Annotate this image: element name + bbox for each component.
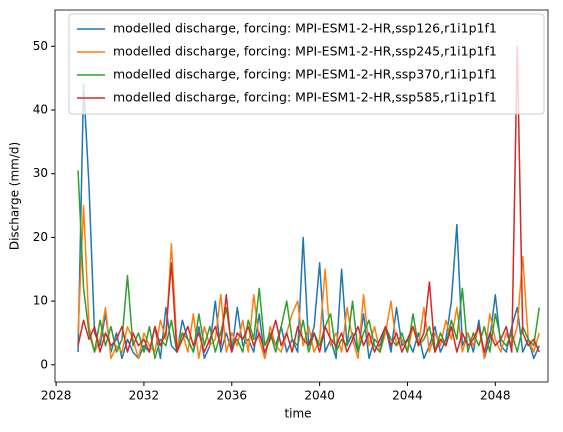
legend-label: modelled discharge, forcing: MPI-ESM1-2-… [113,44,497,59]
series-line [77,45,540,353]
y-tick-label: 20 [33,230,48,244]
axes-frame [54,9,549,383]
legend-box [68,13,545,115]
x-tick-label: 2040 [304,389,335,403]
y-axis-label: Discharge (mm/d) [8,142,22,250]
x-tick-label: 2028 [41,389,72,403]
plot-area [77,45,540,360]
series-line [77,170,540,360]
x-tick-label: 2032 [129,389,160,403]
legend: modelled discharge, forcing: MPI-ESM1-2-… [68,13,545,115]
x-axis-label: time [284,407,311,421]
y-tick-label: 10 [33,294,48,308]
legend-label: modelled discharge, forcing: MPI-ESM1-2-… [113,21,497,36]
x-tick-label: 2044 [392,389,423,403]
x-tick-label: 2036 [217,389,248,403]
y-tick-label: 30 [33,166,48,180]
y-tick-label: 0 [40,357,48,371]
x-tick-label: 2048 [480,389,511,403]
y-tick-label: 50 [33,39,48,53]
legend-label: modelled discharge, forcing: MPI-ESM1-2-… [113,90,497,105]
legend-label: modelled discharge, forcing: MPI-ESM1-2-… [113,67,497,82]
series-line [77,204,540,360]
y-tick-label: 40 [33,103,48,117]
